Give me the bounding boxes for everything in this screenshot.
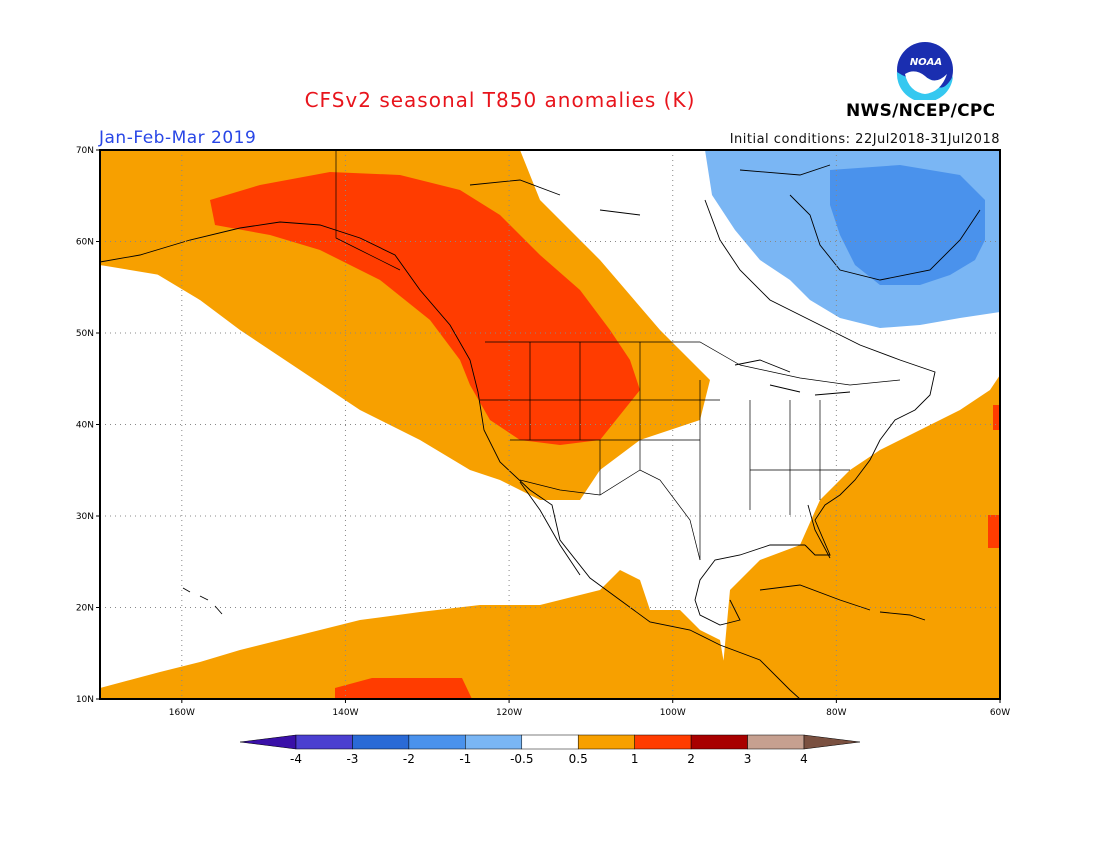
cuba xyxy=(759,584,871,611)
colorbar-label: -0.5 xyxy=(510,752,533,766)
great-lakes xyxy=(734,359,851,396)
colorbar-label: -3 xyxy=(346,752,358,766)
baja-california xyxy=(519,481,581,576)
longitude-label: 160W xyxy=(169,708,195,718)
colorbar-label: -2 xyxy=(403,752,415,766)
hot-anomaly-atlantic-edge-2 xyxy=(988,515,1000,548)
colorbar-label: -4 xyxy=(290,752,302,766)
latitude-label: 40N xyxy=(76,421,94,431)
state-lines xyxy=(480,342,850,560)
colorbar-segment xyxy=(465,734,523,750)
hot-anomaly-atlantic-edge xyxy=(993,405,1000,430)
florida xyxy=(807,504,831,559)
season-label: Jan-Feb-Mar 2019 xyxy=(99,128,257,148)
hispaniola xyxy=(879,611,926,621)
longitude-label: 120W xyxy=(496,708,522,718)
colorbar-label: 1 xyxy=(631,752,639,766)
colorbar-label: 2 xyxy=(687,752,695,766)
colorbar: -4 -3 -2 -1 -0.5 0.5 1 2 3 4 xyxy=(239,734,861,766)
political-borders xyxy=(335,150,901,561)
latitude-label: 30N xyxy=(76,512,94,522)
latitude-label: 20N xyxy=(76,604,94,614)
arctic-islands xyxy=(469,164,831,216)
colorbar-high-arrow xyxy=(803,734,861,750)
warm-anomaly-tropical-atlantic xyxy=(720,375,1000,699)
initial-conditions-label: Initial conditions: 22Jul2018-31Jul2018 xyxy=(729,132,1000,147)
colorbar-segment xyxy=(577,734,635,750)
coastlines xyxy=(99,164,981,700)
gridlines xyxy=(100,150,1000,699)
us-canada-border xyxy=(485,341,901,386)
longitude-label: 80W xyxy=(826,708,846,718)
warm-anomaly-alaska-coast xyxy=(100,150,200,300)
north-america-west-coast xyxy=(99,221,801,700)
hudson-bay-coast xyxy=(789,194,981,281)
colorbar-segment xyxy=(295,734,353,750)
colorbar-label: -1 xyxy=(459,752,471,766)
north-america-east-coast xyxy=(704,199,936,556)
longitude-label: 60W xyxy=(990,708,1010,718)
colorbar-label: 3 xyxy=(744,752,752,766)
alaska-border xyxy=(335,150,401,271)
latitude-label: 50N xyxy=(76,329,94,339)
latitude-labels: 70N 60N 50N 40N 30N 20N 10N xyxy=(76,146,100,705)
agency-label: NWS/NCEP/CPC xyxy=(846,101,996,121)
strong-cold-anomaly-quebec xyxy=(830,165,985,285)
noaa-logo: NOAA xyxy=(896,42,953,100)
hot-anomaly-tropical-pacific xyxy=(335,678,472,699)
hawaii xyxy=(182,587,223,615)
colorbar-label: 0.5 xyxy=(569,752,588,766)
latitude-label: 70N xyxy=(76,146,94,156)
colorbar-segment xyxy=(690,734,748,750)
map-title: CFSv2 seasonal T850 anomalies (K) xyxy=(304,88,696,112)
colorbar-label: 4 xyxy=(800,752,808,766)
anomaly-shading xyxy=(100,150,1000,699)
gulf-coast xyxy=(694,544,805,626)
colorbar-segment xyxy=(747,734,805,750)
longitude-label: 100W xyxy=(660,708,686,718)
colorbar-segment xyxy=(352,734,410,750)
warm-anomaly-tropical-pacific xyxy=(100,570,730,699)
longitude-label: 140W xyxy=(332,708,358,718)
colorbar-segment xyxy=(634,734,692,750)
latitude-label: 60N xyxy=(76,238,94,248)
colorbar-low-arrow xyxy=(239,734,297,750)
hot-anomaly-western-canada-us xyxy=(210,172,640,445)
colorbar-segment xyxy=(408,734,466,750)
colorbar-segment xyxy=(521,734,579,750)
longitude-labels: 160W 140W 120W 100W 80W 60W xyxy=(169,699,1010,718)
svg-text:NOAA: NOAA xyxy=(910,57,942,68)
latitude-label: 10N xyxy=(76,695,94,705)
